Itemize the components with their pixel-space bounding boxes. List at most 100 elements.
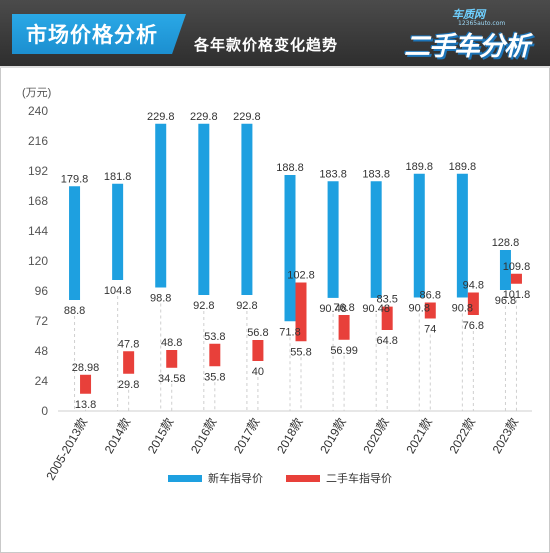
bar-used-car	[80, 374, 92, 394]
label-new-high: 189.8	[449, 161, 477, 173]
page-subtitle: 各年款价格变化趋势	[194, 36, 339, 54]
label-new-high: 183.8	[362, 168, 390, 180]
label-used-low: 29.8	[118, 379, 139, 391]
label-new-low: 90.48	[362, 303, 390, 315]
bar-used-car	[467, 292, 479, 315]
title-badge: 市场价格分析	[12, 14, 186, 54]
legend-label-new-car: 新车指导价	[208, 471, 263, 485]
y-tick-label: 240	[28, 104, 48, 118]
label-new-low: 104.8	[104, 285, 132, 297]
bar-used-car	[424, 302, 436, 319]
label-new-high: 183.8	[319, 168, 347, 180]
y-tick-label: 96	[35, 284, 49, 298]
label-used-low: 55.8	[290, 346, 311, 358]
bar-used-car	[338, 315, 350, 340]
x-category-label: 2005-2013款	[43, 416, 90, 483]
label-new-high: 188.8	[276, 162, 304, 174]
bar-used-car	[510, 273, 522, 284]
x-category-label: 2021款	[403, 416, 434, 457]
y-tick-label: 192	[28, 164, 48, 178]
label-used-low: 76.8	[463, 320, 484, 332]
x-category-label: 2022款	[446, 416, 477, 457]
label-used-high: 53.8	[204, 331, 225, 343]
y-tick-label: 144	[28, 224, 48, 238]
bar-new-car	[499, 250, 511, 290]
page-title: 市场价格分析	[26, 23, 158, 47]
bar-new-car	[327, 181, 339, 298]
x-category-label: 2016款	[188, 416, 219, 457]
y-tick-label: 216	[28, 134, 48, 148]
y-tick-label: 0	[41, 404, 48, 418]
label-new-low: 90.48	[319, 303, 347, 315]
brand-logo: 车质网 12365auto.com 二手车分析	[398, 4, 538, 62]
x-category-label: 2017款	[231, 416, 262, 457]
label-new-high: 229.8	[190, 111, 218, 123]
label-used-high: 48.8	[161, 337, 182, 349]
bar-new-car	[69, 186, 81, 300]
label-used-high: 47.8	[118, 338, 139, 350]
label-used-low: 13.8	[75, 399, 96, 411]
bar-new-car	[456, 173, 468, 298]
label-new-high: 229.8	[233, 111, 261, 123]
logo-site-name: 车质网	[452, 8, 485, 21]
label-used-low: 101.8	[503, 289, 531, 301]
logo-domain: 12365auto.com	[458, 20, 506, 27]
label-used-low: 40	[252, 366, 264, 378]
x-category-label: 2020款	[360, 416, 391, 457]
bar-new-car	[413, 173, 425, 298]
label-new-low: 88.8	[64, 305, 85, 317]
label-new-high: 189.8	[406, 161, 434, 173]
label-used-high: 94.8	[463, 280, 484, 292]
legend-swatch-used-car	[286, 475, 320, 482]
y-tick-label: 48	[35, 344, 49, 358]
x-category-label: 2018款	[274, 416, 305, 457]
label-used-high: 28.98	[72, 362, 100, 374]
label-used-high: 109.8	[503, 261, 531, 273]
bar-new-car	[112, 183, 124, 280]
bar-new-car	[241, 123, 253, 295]
label-used-low: 56.99	[330, 345, 358, 357]
label-new-low: 90.8	[452, 303, 473, 315]
label-new-high: 179.8	[61, 173, 89, 185]
label-used-high: 56.8	[247, 327, 268, 339]
y-tick-label: 72	[35, 314, 49, 328]
label-new-low: 96.8	[495, 295, 516, 307]
bar-used-car	[295, 282, 307, 342]
x-category-label: 2015款	[145, 416, 176, 457]
legend-label-used-car: 二手车指导价	[326, 471, 392, 485]
label-used-low: 34.58	[158, 373, 186, 385]
label-used-high: 86.8	[420, 290, 441, 302]
label-new-high: 181.8	[104, 171, 132, 183]
label-new-high: 128.8	[492, 237, 520, 249]
bar-used-car	[252, 340, 264, 361]
header-bar: 市场价格分析 各年款价格变化趋势 车质网 12365auto.com 二手车分析	[0, 0, 550, 68]
x-category-label: 2014款	[102, 416, 133, 457]
bar-used-car	[166, 350, 178, 368]
label-used-low: 64.8	[376, 335, 397, 347]
label-new-low: 92.8	[236, 300, 257, 312]
label-new-low: 90.8	[409, 303, 430, 315]
label-used-low: 74	[424, 324, 436, 336]
legend-swatch-new-car	[168, 475, 202, 482]
x-category-label: 2019款	[317, 416, 348, 457]
label-used-high: 102.8	[287, 270, 315, 282]
logo-wordmark: 二手车分析	[404, 32, 530, 62]
label-used-high: 76.8	[333, 302, 354, 314]
bar-new-car	[284, 175, 296, 322]
label-new-low: 92.8	[193, 300, 214, 312]
x-category-label: 2023款	[490, 416, 521, 457]
label-used-low: 35.8	[204, 371, 225, 383]
y-tick-label: 168	[28, 194, 48, 208]
label-new-low: 98.8	[150, 293, 171, 305]
y-axis-unit-label: (万元)	[22, 87, 51, 99]
bar-new-car	[155, 123, 167, 288]
label-used-high: 83.5	[376, 294, 397, 306]
bar-used-car	[209, 343, 221, 367]
label-new-high: 229.8	[147, 111, 175, 123]
y-tick-label: 24	[35, 374, 49, 388]
bar-new-car	[198, 123, 210, 295]
bar-used-car	[381, 306, 393, 330]
label-new-low: 71.8	[279, 326, 300, 338]
bar-new-car	[370, 181, 382, 298]
